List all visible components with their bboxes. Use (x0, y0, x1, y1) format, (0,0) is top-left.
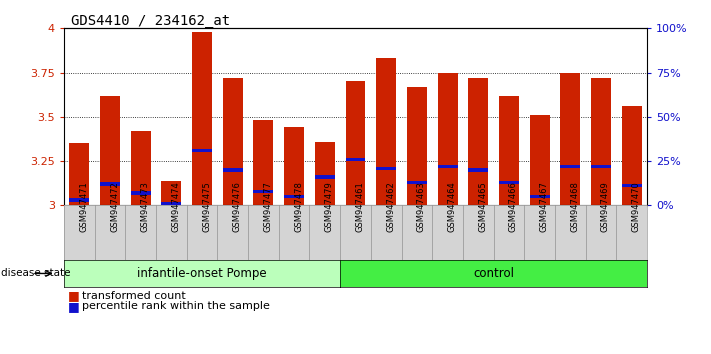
Bar (560, 73, 580, 205)
Bar (469, 168, 488, 171)
Bar (437, 73, 458, 205)
Text: GSM947471: GSM947471 (80, 182, 88, 232)
Bar (591, 78, 611, 205)
Bar (499, 181, 519, 184)
Text: percentile rank within the sample: percentile rank within the sample (82, 301, 269, 311)
Text: infantile-onset Pompe: infantile-onset Pompe (137, 267, 267, 280)
Bar (499, 96, 519, 205)
Bar (591, 165, 611, 168)
Bar (223, 168, 242, 171)
Bar (253, 189, 274, 193)
Text: GSM947463: GSM947463 (417, 182, 426, 233)
Bar (161, 202, 181, 205)
Text: GSM947464: GSM947464 (447, 182, 456, 232)
Text: GSM947470: GSM947470 (631, 182, 641, 232)
Text: GSM947465: GSM947465 (479, 182, 487, 232)
Bar (407, 181, 427, 184)
Bar (70, 143, 90, 205)
Text: GDS4410 / 234162_at: GDS4410 / 234162_at (71, 14, 230, 28)
Text: disease state: disease state (1, 268, 70, 279)
Bar (530, 115, 550, 205)
Text: GSM947478: GSM947478 (294, 182, 303, 233)
Bar (284, 127, 304, 205)
Bar (100, 96, 120, 205)
Bar (315, 142, 335, 205)
Text: GSM947466: GSM947466 (509, 182, 518, 233)
Text: GSM947476: GSM947476 (232, 182, 242, 233)
Text: GSM947475: GSM947475 (202, 182, 211, 232)
Text: GSM947472: GSM947472 (110, 182, 119, 232)
Text: ■: ■ (68, 289, 80, 302)
Text: GSM947468: GSM947468 (570, 182, 579, 233)
Bar (223, 78, 242, 205)
Text: GSM947461: GSM947461 (356, 182, 365, 232)
Bar (70, 199, 90, 202)
Bar (346, 81, 365, 205)
Text: GSM947473: GSM947473 (141, 182, 150, 233)
Text: GSM947469: GSM947469 (601, 182, 610, 232)
Text: GSM947467: GSM947467 (540, 182, 549, 233)
Text: GSM947479: GSM947479 (325, 182, 334, 232)
Bar (100, 183, 120, 185)
Text: GSM947474: GSM947474 (171, 182, 181, 232)
Bar (560, 165, 580, 168)
Bar (284, 195, 304, 198)
Bar (253, 120, 274, 205)
Bar (530, 195, 550, 198)
Bar (376, 166, 396, 170)
Bar (621, 184, 641, 187)
Text: GSM947477: GSM947477 (264, 182, 272, 233)
Bar (131, 131, 151, 205)
Bar (161, 181, 181, 205)
Bar (469, 78, 488, 205)
Text: GSM947462: GSM947462 (386, 182, 395, 232)
Bar (376, 58, 396, 205)
Text: control: control (473, 267, 514, 280)
Bar (407, 87, 427, 205)
Bar (192, 149, 212, 152)
Bar (192, 32, 212, 205)
Text: ■: ■ (68, 300, 80, 313)
Bar (315, 175, 335, 178)
Bar (621, 106, 641, 205)
Bar (346, 158, 365, 161)
Text: transformed count: transformed count (82, 291, 186, 301)
Bar (437, 165, 458, 168)
Bar (131, 191, 151, 194)
